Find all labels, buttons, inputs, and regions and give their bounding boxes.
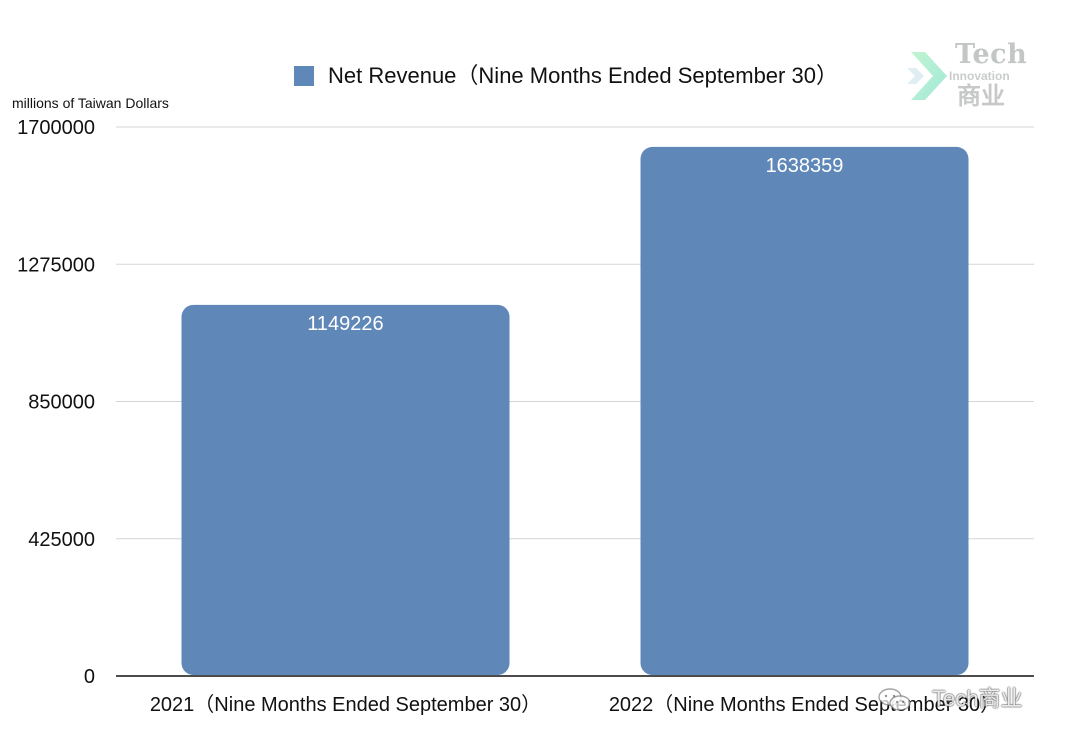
watermark-text: Tech商业	[932, 686, 1023, 711]
wechat-watermark: Tech商业	[876, 684, 1056, 716]
y-tick-label: 0	[84, 666, 95, 688]
logo-innovation-text: Innovation	[949, 69, 1010, 83]
bar-data-label: 1149226	[307, 313, 383, 335]
y-tick-label: 425000	[28, 529, 95, 551]
bar-2	[640, 146, 969, 675]
logo-tech-text: Tech	[955, 39, 1028, 70]
y-tick-label: 1275000	[17, 254, 95, 276]
arrow-logo-icon	[907, 52, 947, 100]
bar-data-label: 1638359	[766, 155, 844, 177]
legend-label: Net Revenue（Nine Months Ended September …	[328, 63, 838, 88]
y-tick-label: 850000	[28, 392, 95, 414]
logo-chinese-text: 商业	[957, 83, 1005, 110]
x-category-label: 2021（Nine Months Ended September 30）	[150, 693, 541, 716]
wechat-icon	[878, 688, 911, 711]
y-tick-label: 1700000	[17, 117, 95, 139]
tech-innovation-logo: Tech Innovation 商业	[905, 40, 1035, 112]
legend-swatch	[294, 66, 314, 86]
bar-1	[181, 304, 510, 675]
y-axis-unit-label: millions of Taiwan Dollars	[12, 95, 169, 111]
